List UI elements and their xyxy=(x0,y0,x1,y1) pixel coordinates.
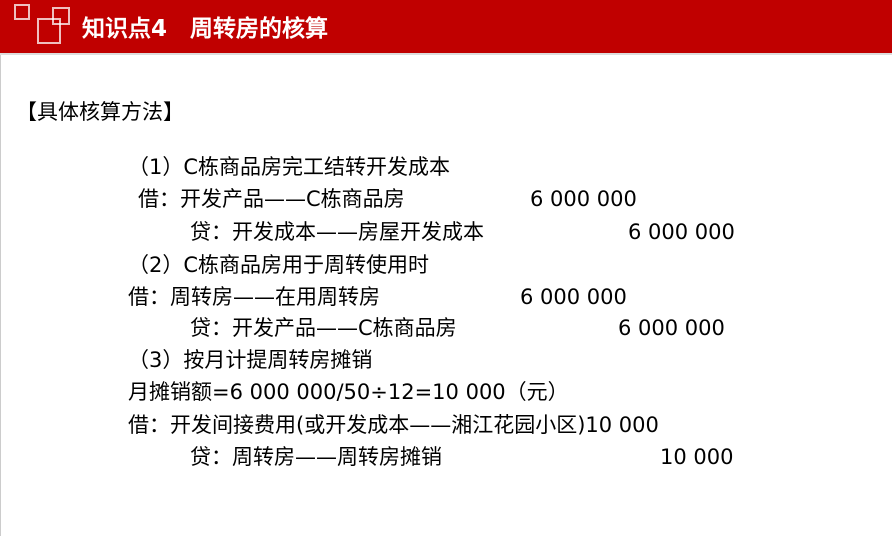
entry-amount: 10 000 xyxy=(660,445,734,469)
entry-line: 贷：开发产品——C栋商品房 xyxy=(190,316,457,340)
decorative-square-icon xyxy=(14,4,30,20)
entry-amount: 6 000 000 xyxy=(618,316,725,340)
divider xyxy=(0,55,1,536)
entry-line: 借：开发产品——C栋商品房 xyxy=(138,187,405,211)
entry-amount: 6 000 000 xyxy=(628,220,735,244)
entry-line: 月摊销额=6 000 000/50÷12=10 000（元） xyxy=(128,380,569,404)
entry-line: 贷：开发成本——房屋开发成本 xyxy=(190,220,484,244)
page-title: 知识点4 周转房的核算 xyxy=(82,16,329,42)
entry-line: 借：开发间接费用(或开发成本——湘江花园小区)10 000 xyxy=(128,413,659,437)
entry-amount: 6 000 000 xyxy=(530,187,637,211)
header-bar: 知识点4 周转房的核算 xyxy=(0,0,892,55)
entry-amount: 6 000 000 xyxy=(520,285,627,309)
entry-line: （2）C栋商品房用于周转使用时 xyxy=(128,253,430,277)
entry-line: 贷：周转房——周转房摊销 xyxy=(190,445,442,469)
decorative-square-icon xyxy=(37,18,61,44)
entry-line: （1）C栋商品房完工结转开发成本 xyxy=(128,155,451,179)
decorative-square-icon xyxy=(52,7,70,25)
entry-line: （3）按月计提周转房摊销 xyxy=(128,348,373,372)
section-heading: 【具体核算方法】 xyxy=(16,100,184,124)
entry-line: 借：周转房——在用周转房 xyxy=(128,285,380,309)
